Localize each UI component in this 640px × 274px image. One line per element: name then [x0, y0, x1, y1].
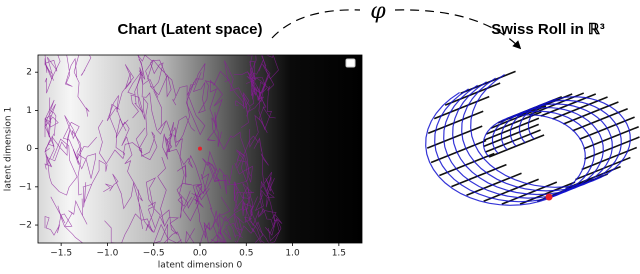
- x-tick-label: 0.0: [193, 249, 208, 259]
- roll-ruling: [488, 134, 545, 158]
- map-label: φ: [370, 0, 386, 24]
- trajectory: [64, 115, 97, 179]
- trajectory: [44, 213, 83, 243]
- trajectory: [62, 121, 98, 196]
- roll-ruling: [426, 125, 483, 149]
- trajectory: [207, 70, 230, 141]
- roll-ruling: [427, 110, 484, 135]
- x-axis-label: latent dimension 0: [158, 261, 243, 271]
- roll-ruling: [483, 178, 539, 202]
- legend-box: [345, 58, 356, 68]
- trajectory: [234, 135, 259, 183]
- trajectory: [192, 72, 223, 119]
- point: [198, 146, 202, 151]
- trajectory: [182, 150, 218, 222]
- trajectory: [157, 156, 180, 235]
- trajectory: [145, 177, 161, 234]
- trajectory: [204, 196, 231, 243]
- trajectory: [253, 137, 272, 193]
- trajectory: [137, 55, 172, 98]
- trajectory: [103, 173, 139, 210]
- trajectory: [44, 55, 58, 94]
- trajectory: [250, 176, 282, 243]
- x-tick-label: 1.5: [332, 249, 346, 259]
- roll-ruling: [444, 82, 501, 106]
- trajectory: [259, 208, 283, 242]
- trajectory: [242, 186, 254, 217]
- roll-ruling: [501, 181, 558, 205]
- trajectory: [97, 103, 126, 165]
- trajectory: [254, 178, 275, 212]
- roll-ruling: [433, 95, 490, 120]
- roll-mesh: [443, 84, 604, 199]
- roll-mesh: [452, 81, 613, 196]
- trajectory: [73, 55, 92, 117]
- trajectory: [249, 81, 268, 148]
- roll-ruling: [460, 70, 516, 95]
- trajectory: [44, 99, 59, 153]
- x-tick-label: 0.5: [239, 249, 253, 259]
- roll-point: [545, 193, 553, 201]
- trajectory: [210, 213, 241, 243]
- trajectory: [50, 196, 88, 228]
- trajectory: [245, 59, 267, 86]
- roll-ruling: [451, 163, 507, 188]
- map-arrow: [271, 9, 520, 48]
- x-tick-label: −1.5: [50, 249, 72, 259]
- right-title: Swiss Roll in ℝ³: [491, 21, 605, 38]
- x-tick-label: −1.0: [96, 249, 118, 259]
- trajectory: [185, 63, 206, 136]
- trajectory: [122, 127, 158, 161]
- trajectory: [185, 185, 211, 243]
- trajectory: [130, 59, 144, 119]
- roll-ruling: [466, 172, 522, 197]
- trajectory: [82, 159, 108, 208]
- trajectory: [162, 122, 174, 160]
- y-tick-label: −2: [19, 221, 32, 231]
- roll-ruling: [439, 152, 495, 177]
- trajectory: [258, 55, 275, 131]
- y-axis-label: latent dimension 1: [4, 107, 14, 191]
- chart-title: Chart (Latent space): [117, 21, 262, 38]
- trajectory: [246, 55, 267, 95]
- trajectory: [141, 78, 167, 135]
- trajectory: [145, 59, 177, 96]
- trajectories: [44, 55, 283, 243]
- trajectory: [172, 85, 195, 148]
- roll-mesh: [470, 74, 631, 188]
- trajectory: [211, 117, 251, 177]
- trajectory: [207, 149, 250, 189]
- y-tick-label: 2: [26, 68, 32, 78]
- y-tick-label: 0: [26, 144, 32, 154]
- y-tick-label: 1: [26, 106, 32, 116]
- roll-mesh: [434, 88, 595, 203]
- trajectory: [106, 64, 134, 126]
- trajectory: [127, 71, 149, 153]
- trajectory: [242, 92, 276, 119]
- trajectory: [115, 118, 143, 202]
- trajectory: [44, 97, 56, 142]
- roll-mesh: [461, 77, 622, 192]
- x-tick-label: −0.5: [143, 249, 165, 259]
- roll-mesh: [425, 92, 586, 206]
- roll-ruling: [430, 139, 487, 164]
- trajectory: [233, 182, 245, 231]
- x-tick-label: 1.0: [285, 249, 300, 259]
- trajectory: [176, 164, 193, 219]
- trajectory: [153, 223, 195, 243]
- trajectory: [45, 128, 71, 168]
- trajectory: [224, 60, 249, 128]
- swiss-roll: [425, 70, 640, 206]
- trajectory: [173, 127, 204, 209]
- roll-ruling: [519, 181, 576, 205]
- trajectory: [236, 150, 277, 227]
- trajectory: [44, 55, 78, 87]
- y-tick-label: −1: [19, 182, 32, 192]
